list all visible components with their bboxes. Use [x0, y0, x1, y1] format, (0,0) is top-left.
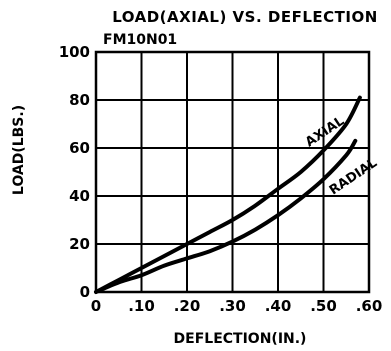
x-tick-label: .20: [174, 297, 201, 315]
x-tick-label: 0: [91, 297, 101, 315]
x-tick-label: .40: [265, 297, 292, 315]
series-label-radial: RADIAL: [327, 156, 380, 199]
chart-title: LOAD(AXIAL) VS. DEFLECTION: [112, 8, 378, 26]
series-line-radial: [94, 138, 358, 294]
y-axis-label: LOAD(LBS.): [11, 105, 27, 195]
y-tick-label: 60: [69, 139, 90, 157]
x-axis-label: DEFLECTION(IN.): [174, 331, 307, 347]
tick-labels: 0 .10 .20 .30 .40 .50 .60 0 20 40 60 80 100: [59, 43, 383, 315]
y-tick-label: 80: [69, 91, 90, 109]
y-tick-label: 0: [80, 283, 90, 301]
x-tick-label: .50: [310, 297, 337, 315]
y-tick-label: 100: [59, 43, 90, 61]
series-line-axial: [94, 95, 362, 294]
x-tick-label: .30: [219, 297, 246, 315]
series-lines: [94, 95, 362, 294]
x-tick-label: .60: [356, 297, 383, 315]
x-tick-label: .10: [128, 297, 155, 315]
grid: [96, 52, 369, 292]
plot-frame: [94, 50, 371, 294]
chart-subtitle: FM10N01: [103, 32, 177, 48]
y-tick-label: 40: [69, 187, 90, 205]
y-tick-label: 20: [69, 235, 90, 253]
